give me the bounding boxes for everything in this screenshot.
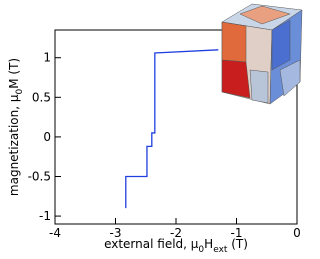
x-tick-label: -2 xyxy=(170,226,182,240)
plot-area: -1 -0.5 0 0.5 1 -4 -3 -2 -1 0 xyxy=(28,49,301,240)
y-axis-label: magnetization, μ0M (T) xyxy=(7,58,25,196)
x-tick-label: -4 xyxy=(49,226,61,240)
x-tick-label: -3 xyxy=(110,226,122,240)
y-tick-label: 0.5 xyxy=(32,90,51,104)
x-tick-label: 0 xyxy=(293,226,301,240)
y-tick-label: -1 xyxy=(39,209,51,223)
y-tick-label: -0.5 xyxy=(28,169,51,183)
x-axis-label: external field, μ0Hext (T) xyxy=(104,237,248,255)
y-tick-label: 1 xyxy=(43,51,51,65)
x-tick-label: -1 xyxy=(231,226,243,240)
cube-inset xyxy=(221,3,303,105)
y-tick-label: 0 xyxy=(43,130,51,144)
data-line xyxy=(125,49,219,209)
